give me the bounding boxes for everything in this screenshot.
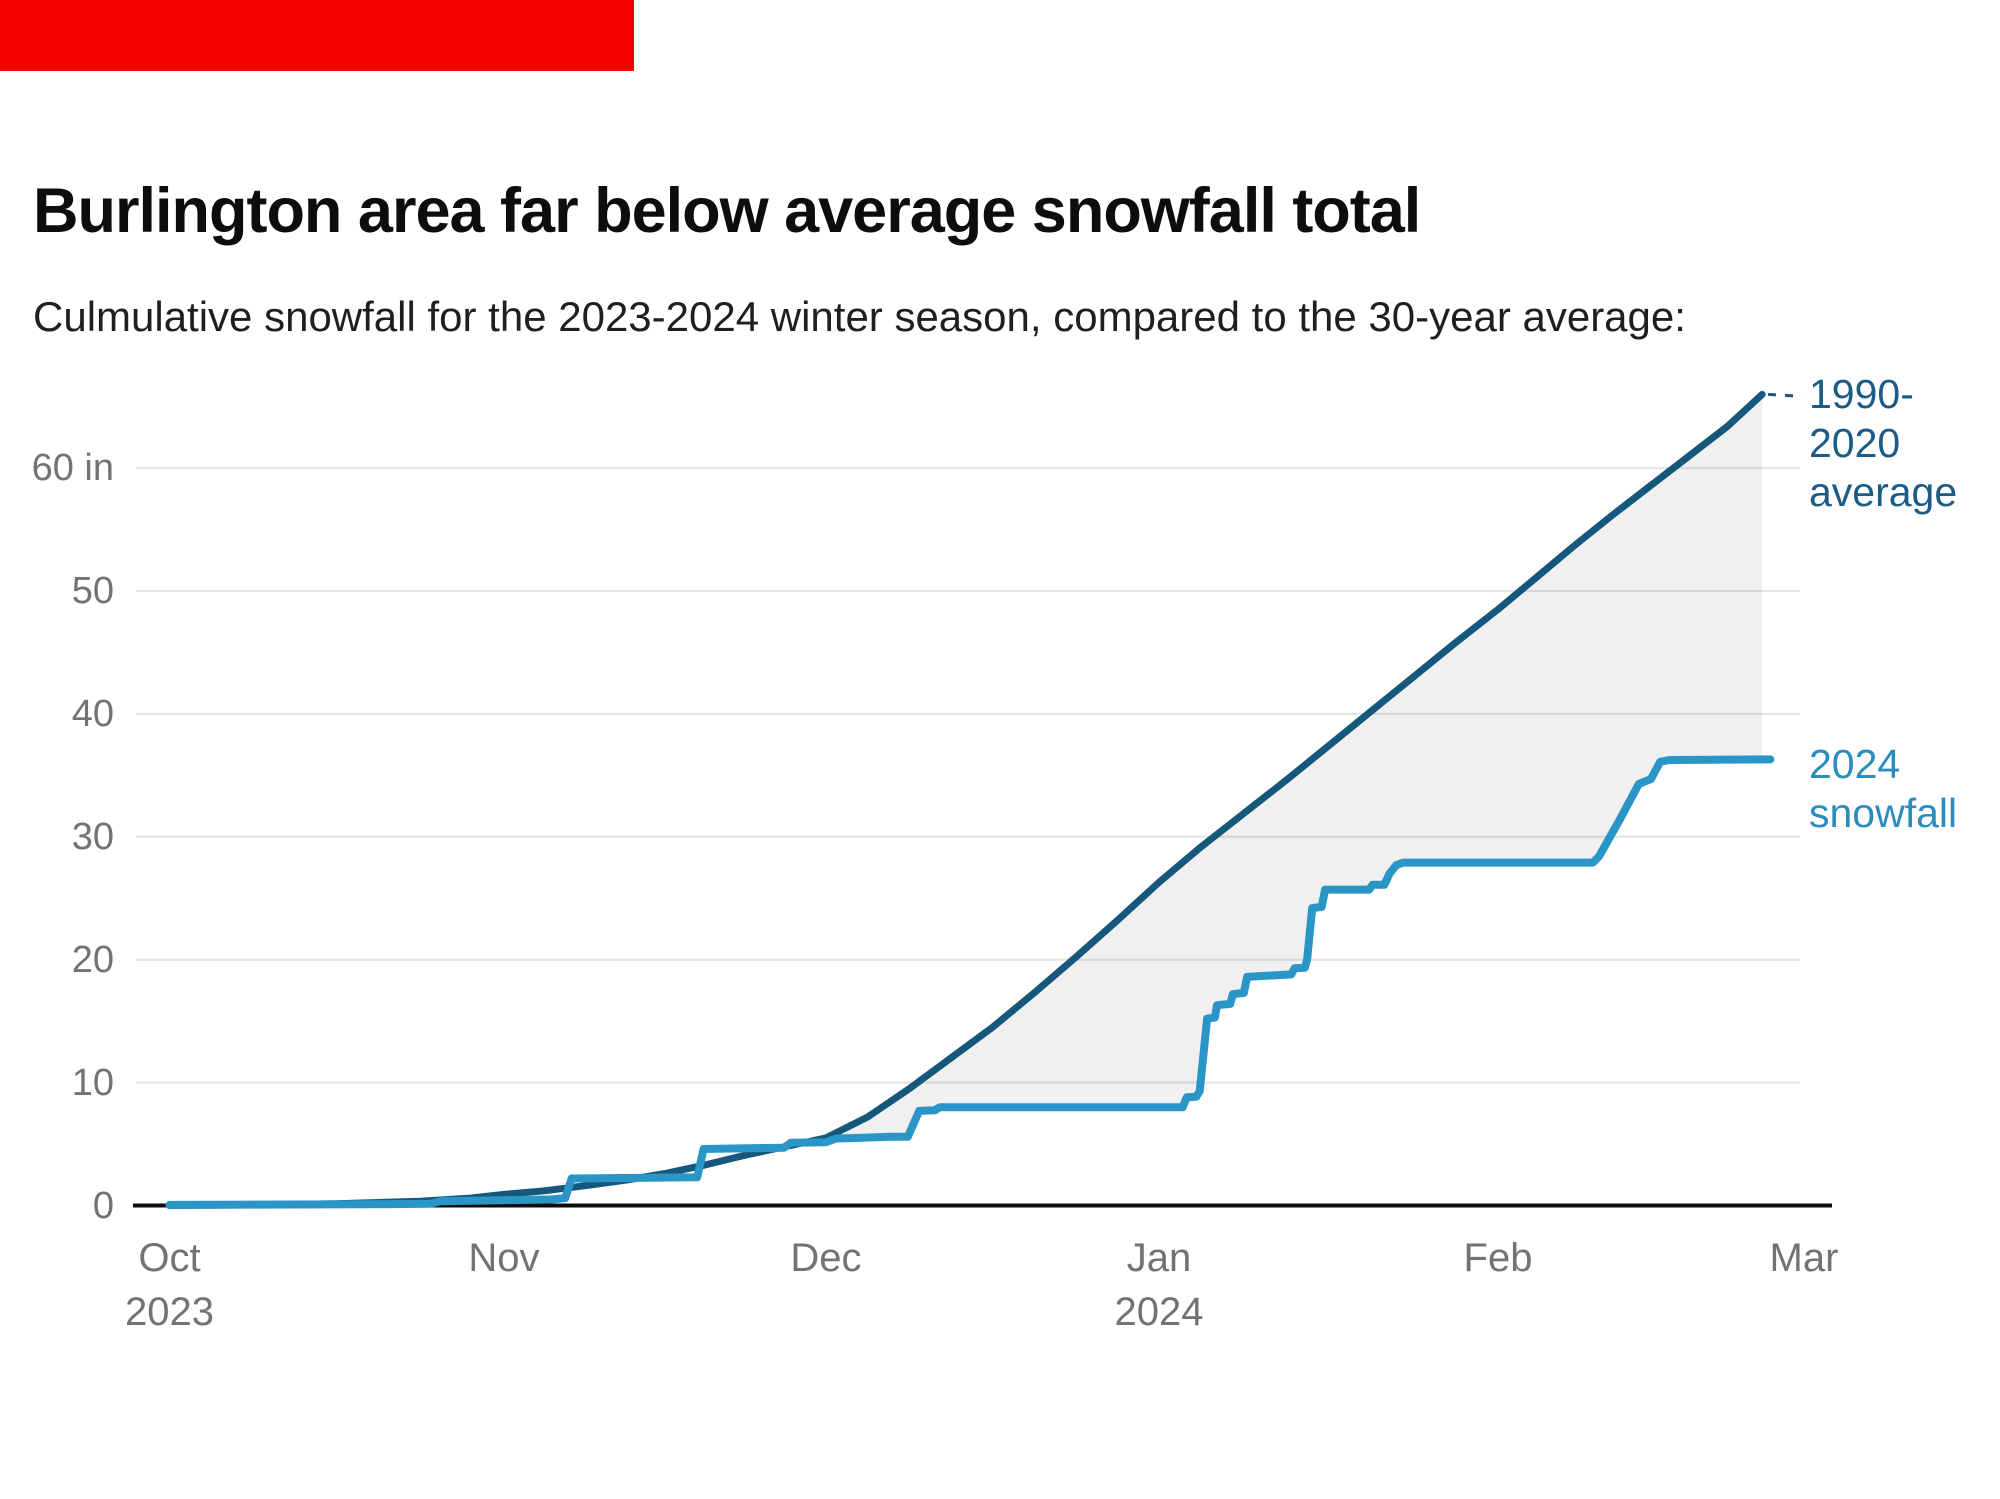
y-tick-label: 50: [71, 570, 114, 612]
dash-leader: [1767, 392, 1803, 398]
x-tick-label: Jan: [1126, 1236, 1192, 1280]
series-label-2024-snowfall: 2024 snowfall: [1809, 741, 1958, 836]
x-tick-label: Feb: [1463, 1236, 1533, 1280]
y-tick-label: 0: [92, 1184, 114, 1227]
x-tick-label: Nov: [468, 1236, 540, 1280]
y-tick-label: 20: [71, 938, 114, 981]
average-line: [166, 390, 1766, 1209]
chart-title: Burlington area far below average snowfa…: [33, 176, 1421, 246]
y-tick-label: 40: [71, 692, 114, 735]
x-tick-year-label: 2024: [1114, 1290, 1204, 1334]
chart-subtitle: Culmulative snowfall for the 2023-2024 w…: [33, 293, 1686, 340]
red-banner-bar: [0, 0, 634, 71]
y-tick-label: 60 in: [31, 447, 114, 490]
x-tick-label: Mar: [1769, 1236, 1839, 1280]
y-tick-label: 30: [71, 815, 114, 858]
y-tick-label: 10: [71, 1061, 114, 1104]
snowfall-2024-line: [165, 755, 1775, 1209]
series-label-average: 1990- 2020 average: [1809, 371, 1958, 515]
x-tick-label: Dec: [790, 1236, 862, 1280]
x-tick-year-label: 2023: [125, 1290, 214, 1334]
x-tick-label: Oct: [138, 1236, 201, 1280]
